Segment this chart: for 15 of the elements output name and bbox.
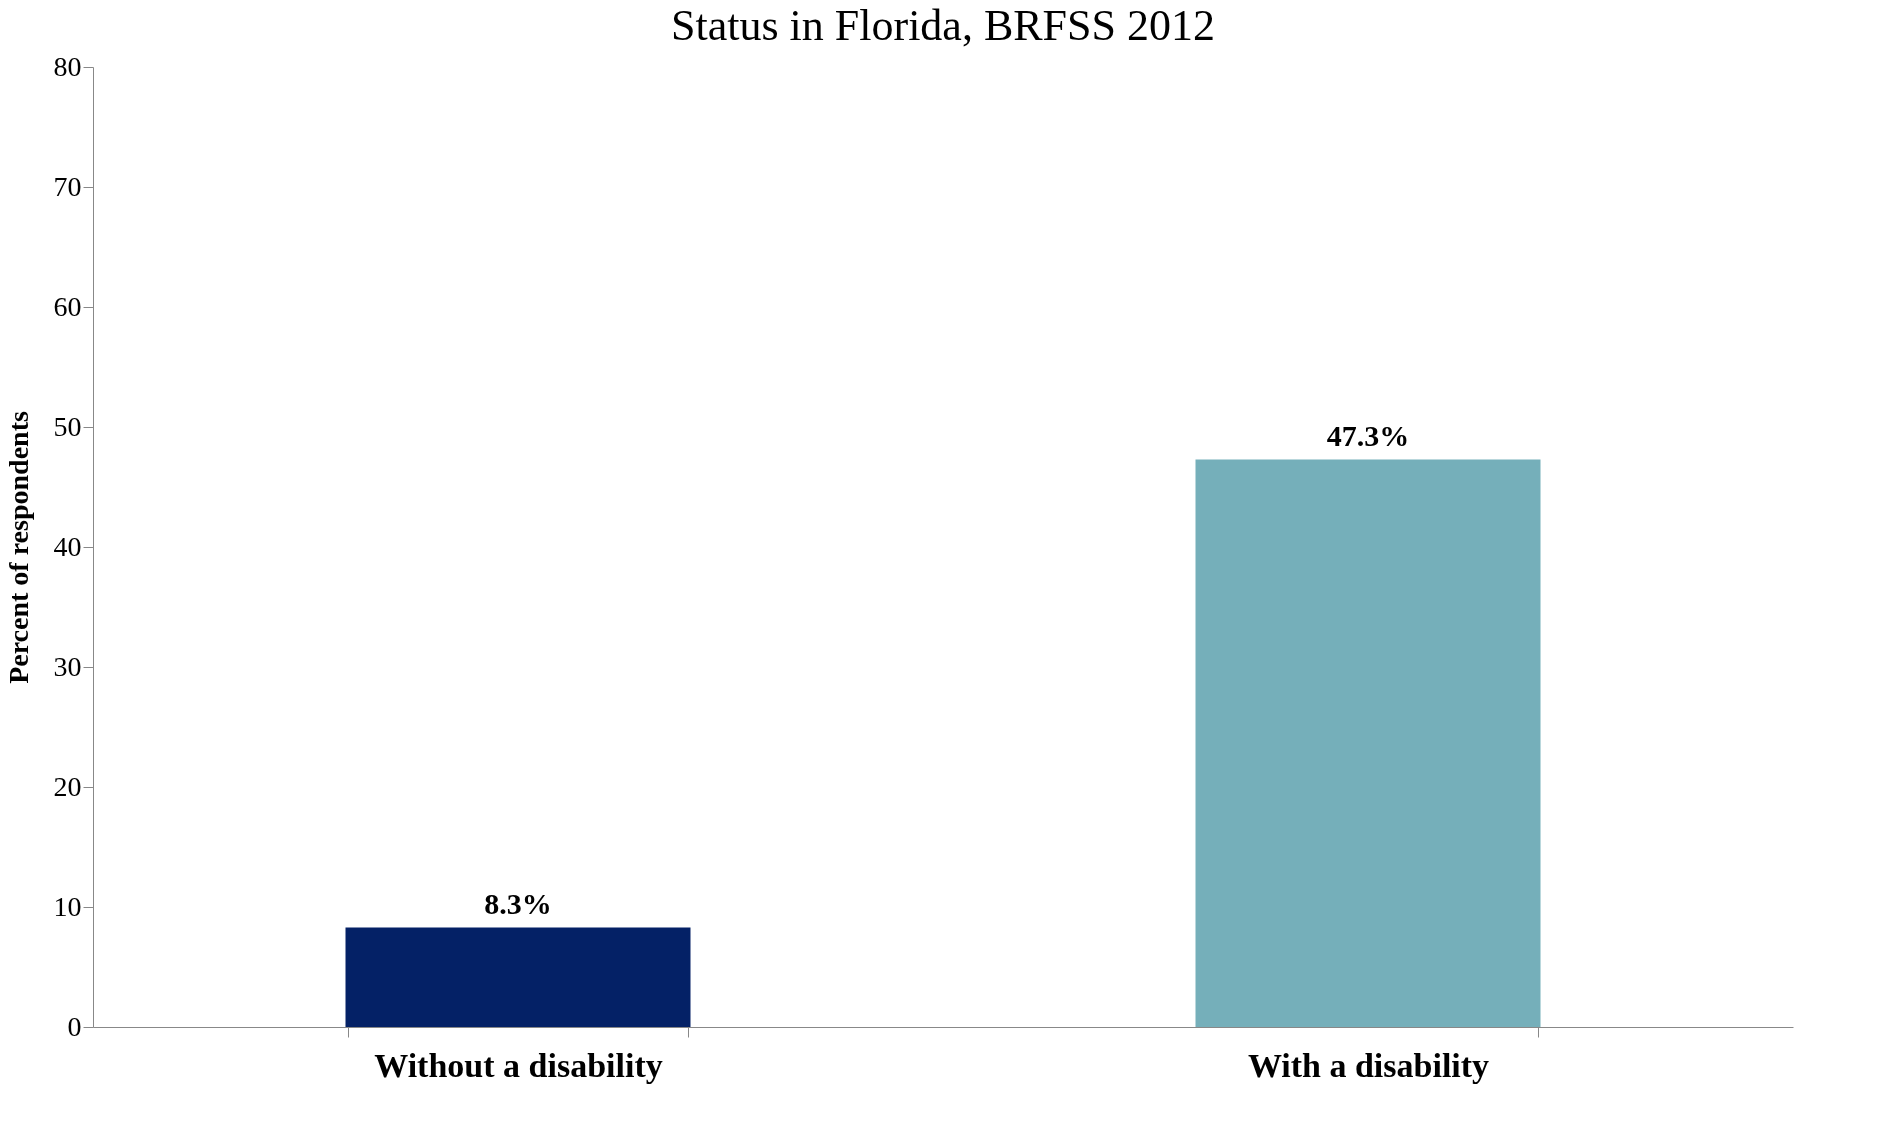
y-tick-label: 30 bbox=[53, 650, 82, 682]
y-tick-label: 80 bbox=[53, 50, 82, 82]
chart-title: Status in Florida, BRFSS 2012 bbox=[670, 1, 1216, 50]
y-tick-label: 20 bbox=[53, 770, 82, 802]
y-tick-label: 10 bbox=[53, 890, 82, 922]
y-axis-title: Percent of respondents bbox=[2, 411, 34, 684]
y-tick-label: 0 bbox=[67, 1010, 82, 1042]
y-tick-label: 70 bbox=[53, 170, 82, 202]
data-label: 47.3% bbox=[1326, 419, 1410, 453]
x-tick-label: Without a disability bbox=[374, 1046, 663, 1084]
x-tick-label: With a disability bbox=[1247, 1046, 1490, 1084]
data-label: 8.3% bbox=[484, 887, 552, 921]
y-tick-label: 40 bbox=[53, 530, 82, 562]
y-tick-label: 50 bbox=[53, 410, 82, 442]
y-tick-label: 60 bbox=[53, 290, 82, 322]
